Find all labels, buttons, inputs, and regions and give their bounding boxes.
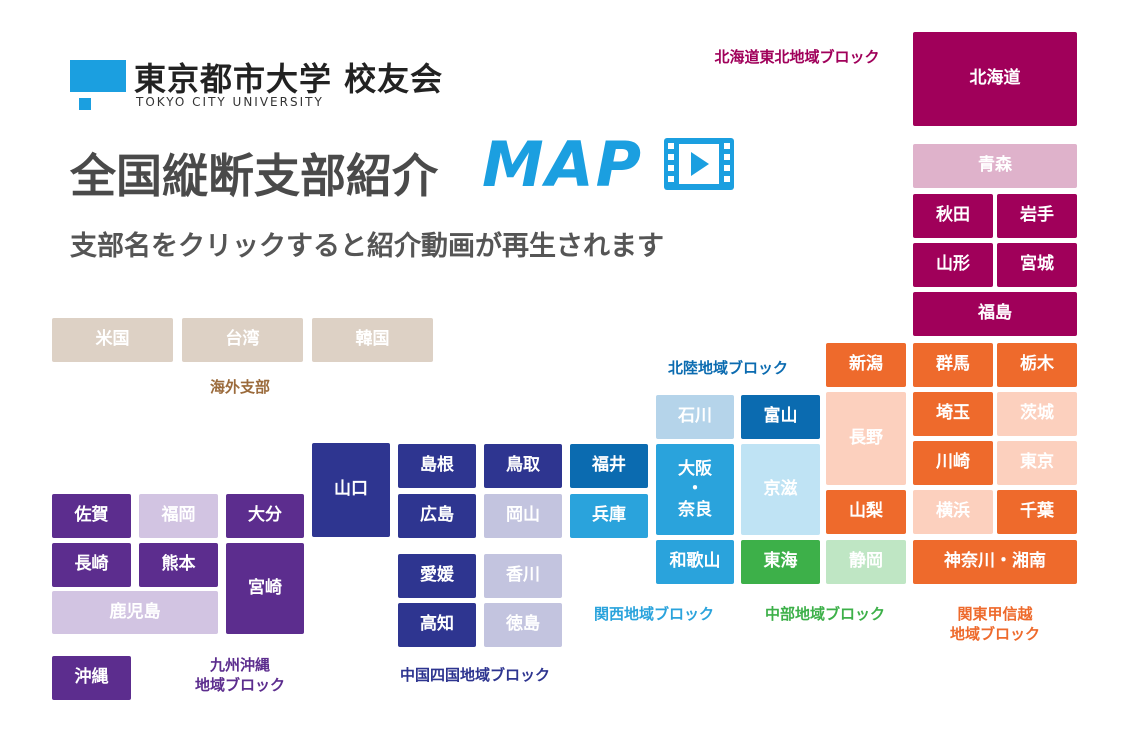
- page-title-map: MAP: [482, 128, 644, 201]
- branch-miyazaki[interactable]: 宮崎: [226, 543, 304, 634]
- branch-ehime[interactable]: 愛媛: [398, 554, 476, 598]
- branch-fukushima[interactable]: 福島: [913, 292, 1077, 336]
- branch-chiba[interactable]: 千葉: [997, 490, 1077, 534]
- branch-kanagawa-shonan[interactable]: 神奈川・湘南: [913, 540, 1077, 584]
- block-label-hokuriku: 北陸地域ブロック: [667, 359, 788, 377]
- branch-tottori[interactable]: 鳥取: [484, 444, 562, 488]
- branch-okayama[interactable]: 岡山: [484, 494, 562, 538]
- block-label-overseas: 海外支部: [209, 378, 270, 396]
- block-label-kyushu-okinawa: 九州沖縄 地域ブロック: [194, 656, 285, 695]
- branch-tochigi[interactable]: 栃木: [997, 343, 1077, 387]
- branch-kagoshima[interactable]: 鹿児島: [52, 591, 218, 634]
- branch-kumamoto[interactable]: 熊本: [139, 543, 218, 587]
- branch-tokai[interactable]: 東海: [741, 540, 820, 584]
- branch-yamanashi[interactable]: 山梨: [826, 490, 906, 534]
- page-title: 全国縦断支部紹介: [70, 149, 438, 203]
- branch-kagawa[interactable]: 香川: [484, 554, 562, 598]
- branch-nagano[interactable]: 長野: [826, 392, 906, 485]
- branch-fukui[interactable]: 福井: [570, 444, 648, 488]
- instruction-text: 支部名をクリックすると紹介動画が再生されます: [70, 231, 664, 262]
- branch-saitama[interactable]: 埼玉: [913, 392, 993, 436]
- branch-hokkaido[interactable]: 北海道: [913, 32, 1077, 126]
- branch-shiga[interactable]: 京滋: [741, 444, 820, 535]
- branch-wakayama[interactable]: 和歌山: [656, 540, 734, 584]
- branch-toyama[interactable]: 富山: [741, 395, 820, 439]
- logo-title: 東京都市大学 校友会: [134, 60, 444, 98]
- block-label-kansai: 関西地域ブロック: [593, 605, 714, 623]
- branch-okinawa[interactable]: 沖縄: [52, 656, 131, 700]
- block-label-chugoku-shikoku: 中国四国地域ブロック: [399, 666, 550, 684]
- branch-osaka-nara[interactable]: 大阪 ・ 奈良: [656, 444, 734, 535]
- branch-oita[interactable]: 大分: [226, 494, 304, 538]
- branch-yamagata[interactable]: 山形: [913, 243, 993, 287]
- branch-shizuoka[interactable]: 静岡: [826, 540, 906, 584]
- branch-hyogo[interactable]: 兵庫: [570, 494, 648, 538]
- branch-kawasaki[interactable]: 川崎: [913, 441, 993, 485]
- branch-saga[interactable]: 佐賀: [52, 494, 131, 538]
- branch-akita[interactable]: 秋田: [913, 194, 993, 238]
- branch-ishikawa[interactable]: 石川: [656, 395, 734, 439]
- branch-miyagi[interactable]: 宮城: [997, 243, 1077, 287]
- branch-nagasaki[interactable]: 長崎: [52, 543, 131, 587]
- block-label-kanto: 関東甲信越 地域ブロック: [949, 605, 1040, 644]
- logo-mark-square: [79, 98, 91, 110]
- block-label-hokkaido-tohoku: 北海道東北地域ブロック: [714, 48, 880, 66]
- branch-shimane[interactable]: 島根: [398, 444, 476, 488]
- branch-hiroshima[interactable]: 広島: [398, 494, 476, 538]
- branch-yokohama[interactable]: 横浜: [913, 490, 993, 534]
- branch-iwate[interactable]: 岩手: [997, 194, 1077, 238]
- block-label-chubu: 中部地域ブロック: [764, 605, 885, 623]
- branch-fukuoka[interactable]: 福岡: [139, 494, 218, 538]
- branch-tokyo[interactable]: 東京: [997, 441, 1077, 485]
- branch-niigata[interactable]: 新潟: [826, 343, 906, 387]
- video-play-icon: [664, 138, 734, 190]
- logo-mark: [70, 60, 126, 92]
- branch-yamaguchi[interactable]: 山口: [312, 443, 390, 537]
- branch-kochi[interactable]: 高知: [398, 603, 476, 647]
- branch-korea[interactable]: 韓国: [312, 318, 433, 362]
- logo-subtitle: TOKYO CITY UNIVERSITY: [136, 95, 324, 109]
- branch-ibaraki[interactable]: 茨城: [997, 392, 1077, 436]
- branch-tokushima[interactable]: 徳島: [484, 603, 562, 647]
- branch-usa[interactable]: 米国: [52, 318, 173, 362]
- branch-aomori[interactable]: 青森: [913, 144, 1077, 188]
- branch-gunma[interactable]: 群馬: [913, 343, 993, 387]
- branch-taiwan[interactable]: 台湾: [182, 318, 303, 362]
